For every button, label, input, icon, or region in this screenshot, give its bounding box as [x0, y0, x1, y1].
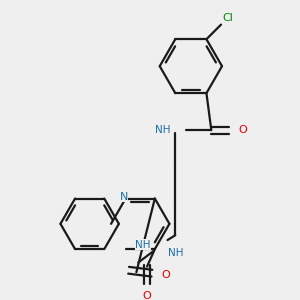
Text: N: N [119, 192, 128, 202]
Text: O: O [161, 270, 170, 280]
Text: NH: NH [155, 125, 170, 135]
Text: O: O [238, 125, 247, 135]
Text: O: O [143, 291, 152, 300]
Text: NH: NH [169, 248, 184, 258]
Text: NH: NH [136, 240, 151, 250]
Text: Cl: Cl [222, 13, 233, 23]
